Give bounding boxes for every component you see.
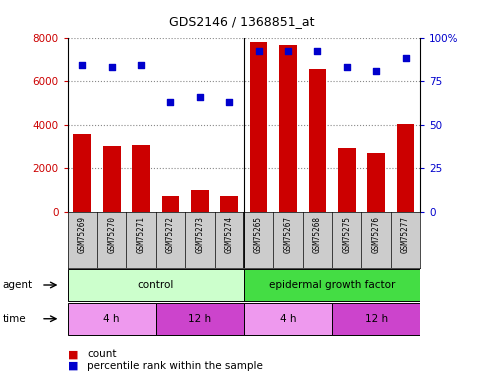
Bar [162, 195, 179, 212]
Text: agent: agent [2, 280, 32, 290]
Bar [279, 45, 297, 212]
Text: GSM75277: GSM75277 [401, 216, 410, 254]
Bar [244, 269, 420, 301]
Text: count: count [87, 350, 116, 359]
Bar [309, 69, 326, 212]
Text: GSM75267: GSM75267 [284, 216, 293, 254]
Text: 12 h: 12 h [188, 314, 212, 324]
Bar [367, 153, 385, 212]
Bar [250, 42, 268, 212]
Bar [397, 124, 414, 212]
Text: GSM75273: GSM75273 [195, 216, 204, 254]
Text: time: time [2, 314, 26, 324]
Text: GSM75269: GSM75269 [78, 216, 87, 254]
Text: percentile rank within the sample: percentile rank within the sample [87, 361, 263, 370]
Bar [244, 303, 332, 335]
Text: GSM75270: GSM75270 [107, 216, 116, 254]
Point [137, 62, 145, 68]
Bar [156, 303, 244, 335]
Text: GSM75268: GSM75268 [313, 216, 322, 254]
Text: 4 h: 4 h [280, 314, 296, 324]
Point [78, 62, 86, 68]
Point [226, 99, 233, 105]
Text: 12 h: 12 h [365, 314, 388, 324]
Point [313, 48, 321, 54]
Bar [220, 195, 238, 212]
Point [255, 48, 262, 54]
Point [343, 64, 351, 70]
Text: GSM75271: GSM75271 [137, 216, 145, 254]
Bar [191, 190, 209, 212]
Bar [73, 135, 91, 212]
Text: GSM75274: GSM75274 [225, 216, 234, 254]
Bar [338, 148, 355, 212]
Text: GSM75272: GSM75272 [166, 216, 175, 254]
Text: GSM75275: GSM75275 [342, 216, 351, 254]
Point [284, 48, 292, 54]
Text: control: control [138, 280, 174, 290]
Point [402, 56, 410, 62]
Point [167, 99, 174, 105]
Text: ■: ■ [68, 350, 78, 359]
Text: 4 h: 4 h [103, 314, 120, 324]
Text: epidermal growth factor: epidermal growth factor [269, 280, 395, 290]
Bar [132, 146, 150, 212]
Point [196, 94, 204, 100]
Bar [68, 269, 244, 301]
Bar [332, 303, 420, 335]
Bar [103, 147, 120, 212]
Text: ■: ■ [68, 361, 78, 370]
Point [108, 64, 115, 70]
Text: GDS2146 / 1368851_at: GDS2146 / 1368851_at [169, 15, 314, 28]
Point [372, 68, 380, 74]
Text: GSM75276: GSM75276 [371, 216, 381, 254]
Text: GSM75265: GSM75265 [254, 216, 263, 254]
Bar [68, 303, 156, 335]
